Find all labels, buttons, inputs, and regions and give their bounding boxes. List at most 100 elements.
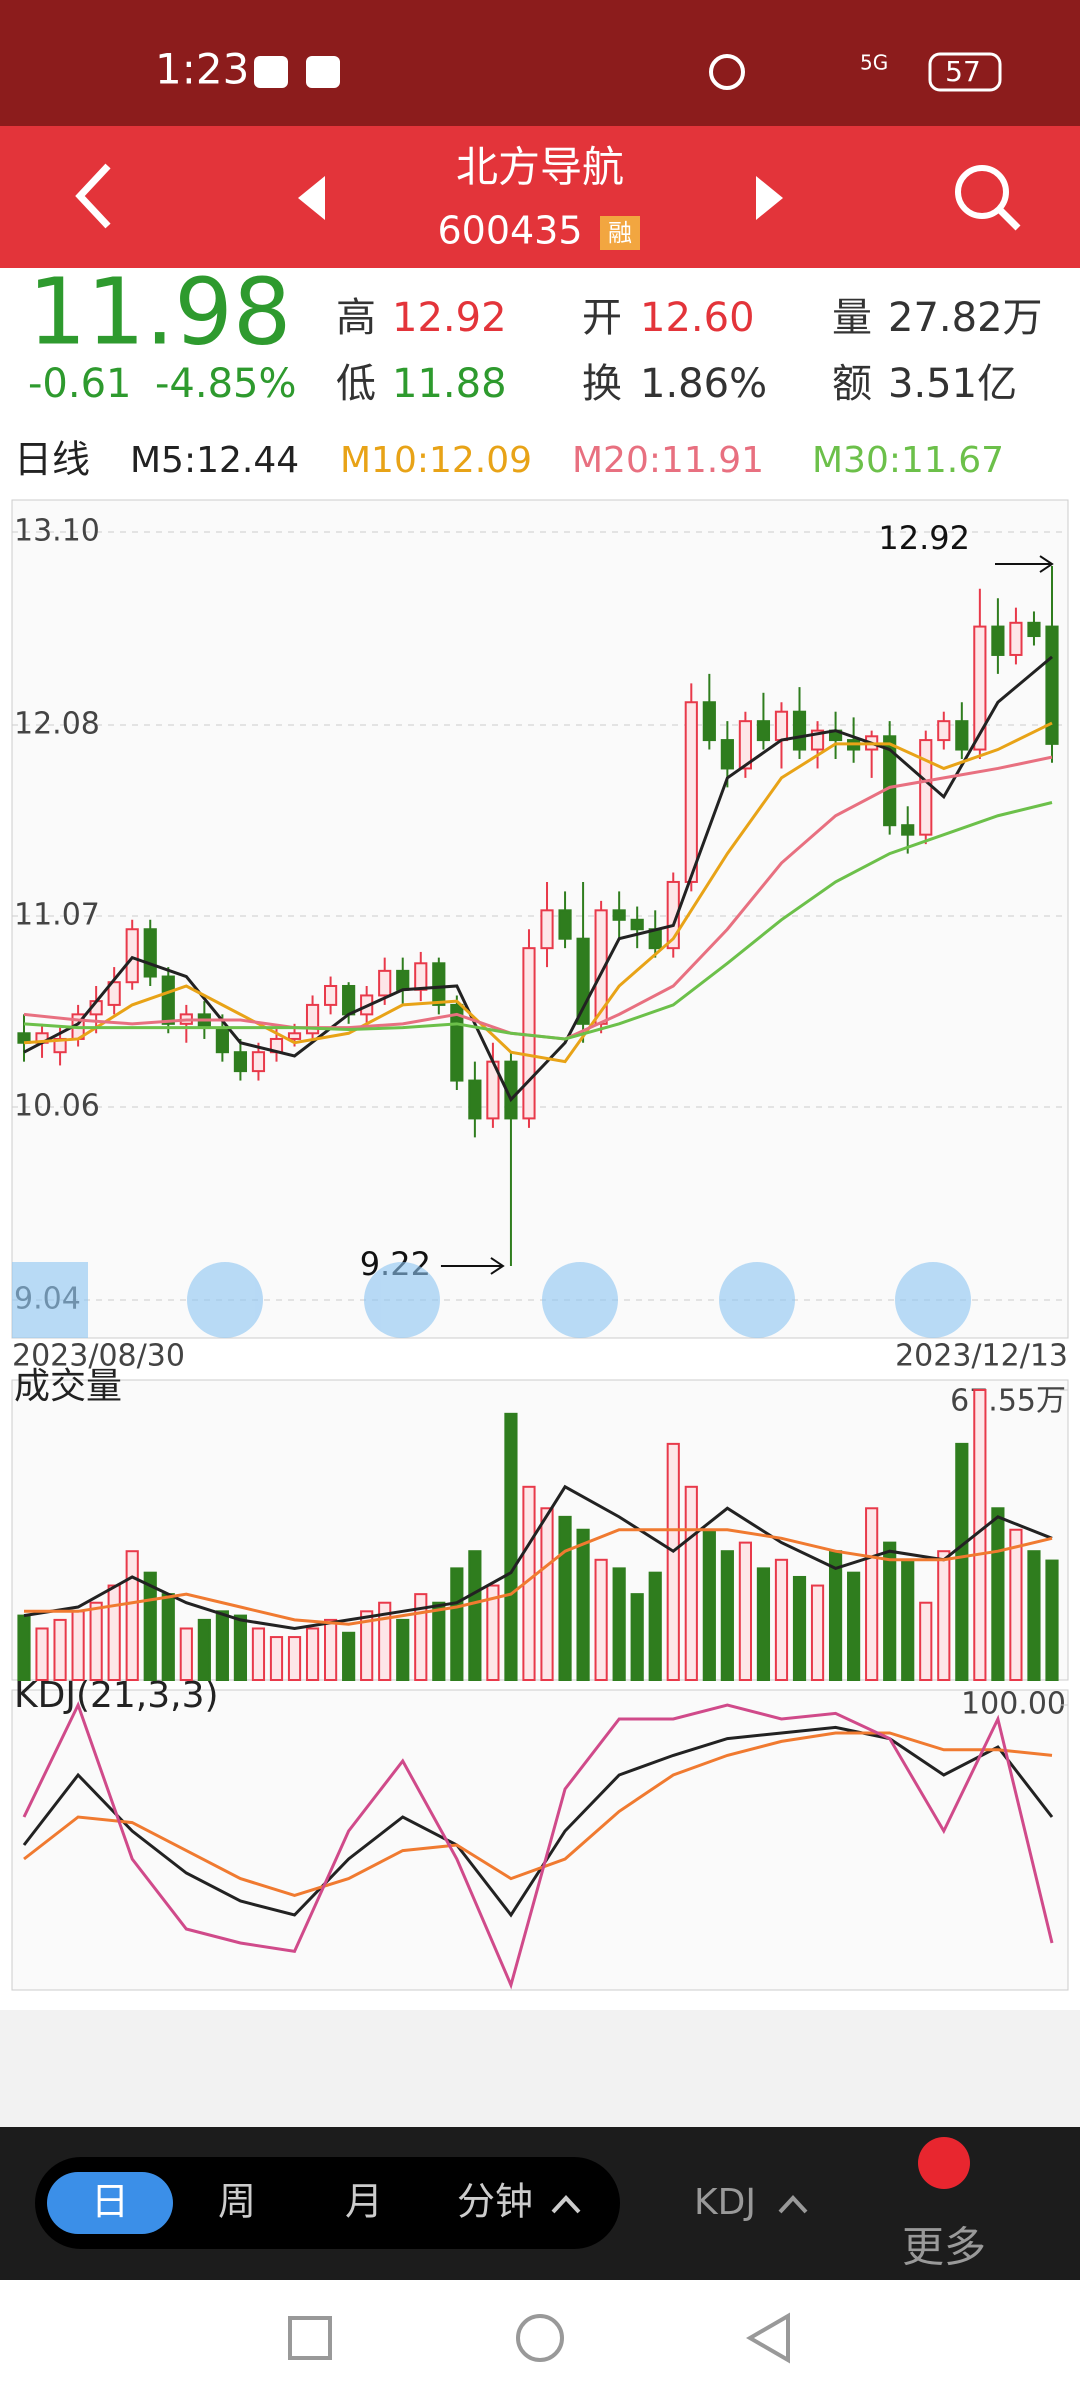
candle-body xyxy=(233,1051,248,1073)
volume-bar xyxy=(161,1593,175,1682)
volume-bar xyxy=(576,1528,590,1682)
volume-bar xyxy=(414,1593,428,1682)
turnover-label: 换 xyxy=(582,361,622,407)
notification-icon xyxy=(306,56,340,88)
volume-bar xyxy=(955,1442,969,1682)
candle-body xyxy=(161,975,175,1025)
zoom-out-button[interactable] xyxy=(364,1262,440,1338)
legend-entry: M30:11.67 xyxy=(812,440,1004,481)
zoom-in-button[interactable] xyxy=(187,1262,263,1338)
volume-bar xyxy=(720,1550,734,1682)
indicator-line xyxy=(23,801,1053,1041)
legend-entry: M5:12.44 xyxy=(130,440,299,481)
indicator-line xyxy=(23,655,1053,1103)
candle-body xyxy=(973,625,987,751)
candle-body xyxy=(540,909,554,950)
status-time: 1:23 xyxy=(155,45,249,94)
status-bar xyxy=(0,0,1080,126)
indicator-line xyxy=(23,721,1053,1064)
candle-body xyxy=(342,984,356,1016)
y-tick-label: 67.55万 xyxy=(950,1384,1066,1419)
legend-entry: M10:12.09 xyxy=(340,440,532,481)
open-label: 开 xyxy=(582,295,622,341)
price-panel xyxy=(11,499,1069,1339)
volume-bar xyxy=(540,1507,554,1682)
plot-layer: 13.1012.0811.0710.069.04M5:12.44M10:12.0… xyxy=(12,440,1068,1990)
indicator-tab[interactable]: KDJ xyxy=(694,2182,756,2223)
volume-bar xyxy=(35,1627,49,1682)
back-button[interactable] xyxy=(75,163,111,229)
high-value: 12.92 xyxy=(392,295,507,341)
nav-bar xyxy=(0,2280,1080,2400)
volume-bar xyxy=(901,1558,915,1681)
prev-stock-button[interactable] xyxy=(298,176,325,220)
amount-value: 3.51亿 xyxy=(888,361,1017,407)
candle-body xyxy=(991,625,1005,656)
back-nav-button[interactable] xyxy=(746,2312,790,2364)
next-stock-button[interactable] xyxy=(756,176,783,220)
candle-body xyxy=(287,1032,302,1040)
candle-body xyxy=(702,701,716,742)
fullscreen-button[interactable] xyxy=(895,1262,971,1338)
volume-bar xyxy=(792,1575,807,1681)
candle-body xyxy=(630,918,644,931)
amount-label: 额 xyxy=(832,361,872,407)
candle-body xyxy=(1027,621,1041,638)
period-tab[interactable]: 日 xyxy=(91,2180,129,2224)
collapse-button[interactable] xyxy=(12,1262,88,1338)
turnover-value: 1.86% xyxy=(640,361,767,407)
candle-body xyxy=(305,1003,320,1035)
period-tab[interactable]: 分钟 xyxy=(457,2180,533,2224)
candle-body xyxy=(215,1026,229,1054)
candle-body xyxy=(684,701,698,883)
scroll-right-button[interactable] xyxy=(719,1262,795,1338)
start-date: 2023/08/30 xyxy=(12,1339,185,1374)
dropdown-icon xyxy=(778,2195,808,2214)
candle-body xyxy=(1045,625,1059,745)
candle-body xyxy=(125,928,139,984)
volume-bar xyxy=(324,1618,338,1681)
volume-bar xyxy=(305,1627,320,1682)
legend-entry: M20:11.91 xyxy=(572,440,764,481)
home-button[interactable] xyxy=(516,2314,564,2362)
more-button[interactable]: 更多 xyxy=(902,2223,986,2272)
low-arrow-head xyxy=(490,1257,505,1275)
volume-bar xyxy=(197,1618,211,1681)
quote-panel xyxy=(0,268,1080,440)
search-button[interactable] xyxy=(955,165,1009,219)
volume-value: 27.82万 xyxy=(888,295,1043,341)
last-price: 11.98 xyxy=(28,258,291,365)
volume-bar xyxy=(432,1601,446,1681)
scroll-left-button[interactable] xyxy=(542,1262,618,1338)
margin-badge xyxy=(600,216,640,250)
volume-bar xyxy=(233,1614,248,1682)
volume-bar xyxy=(828,1550,843,1682)
candle-body xyxy=(468,1079,482,1120)
volume-bar xyxy=(810,1584,825,1681)
volume-bar xyxy=(883,1541,897,1681)
recents-button[interactable] xyxy=(288,2316,332,2360)
period-tab[interactable]: 月 xyxy=(345,2180,383,2224)
candle-body xyxy=(251,1051,266,1073)
open-value: 12.60 xyxy=(640,295,755,341)
candle-body xyxy=(774,710,789,742)
volume-bar xyxy=(684,1485,698,1682)
volume-bar xyxy=(89,1601,103,1681)
candle-body xyxy=(738,720,752,770)
candle-body xyxy=(107,981,121,1006)
volume-bar xyxy=(107,1584,121,1681)
volume-bar xyxy=(125,1550,139,1682)
candle-body xyxy=(883,735,897,827)
volume-bar xyxy=(342,1631,356,1682)
notification-icon xyxy=(254,56,288,88)
volume-bar xyxy=(287,1636,302,1682)
candle-body xyxy=(792,710,807,751)
volume-bar xyxy=(71,1610,85,1682)
candle-body xyxy=(937,720,951,742)
volume-bar xyxy=(558,1515,572,1681)
period-tab[interactable]: 周 xyxy=(218,2180,256,2224)
dropdown-icon xyxy=(551,2195,581,2214)
candle-body xyxy=(558,909,572,940)
